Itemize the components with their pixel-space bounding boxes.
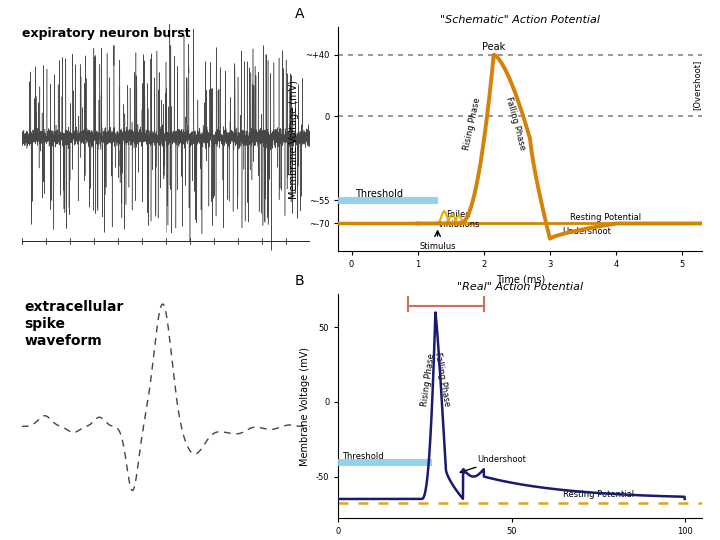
Text: Falling Phase: Falling Phase (504, 96, 527, 151)
Text: Threshold: Threshold (342, 451, 384, 461)
Text: [Overshoot]: [Overshoot] (692, 60, 701, 111)
Text: Falling Phase: Falling Phase (433, 352, 451, 407)
Text: A: A (294, 7, 305, 21)
Title: "Schematic" Action Potential: "Schematic" Action Potential (440, 15, 600, 25)
Text: expiratory neuron burst: expiratory neuron burst (22, 27, 190, 40)
Text: Resting Potential: Resting Potential (570, 213, 641, 222)
Text: Rising Phase: Rising Phase (462, 97, 482, 151)
Y-axis label: Membrane Voltage (mV): Membrane Voltage (mV) (300, 347, 310, 466)
Text: Stimulus: Stimulus (419, 242, 456, 251)
Text: Undershoot: Undershoot (562, 227, 611, 236)
Text: Resting Potential: Resting Potential (564, 490, 634, 499)
Text: Peak: Peak (482, 42, 505, 51)
X-axis label: Time (ms): Time (ms) (495, 275, 545, 285)
Text: Threshold: Threshold (355, 188, 403, 199)
Y-axis label: Membrane Voltage (mV): Membrane Voltage (mV) (289, 79, 300, 199)
Text: extracellular
spike
waveform: extracellular spike waveform (24, 300, 124, 348)
Text: Rising Phase: Rising Phase (420, 352, 436, 407)
Text: B: B (294, 274, 305, 288)
Text: Undershoot: Undershoot (460, 455, 526, 473)
Text: Failed
Initiations: Failed Initiations (438, 210, 480, 229)
Title: "Real" Action Potential: "Real" Action Potential (457, 282, 583, 292)
